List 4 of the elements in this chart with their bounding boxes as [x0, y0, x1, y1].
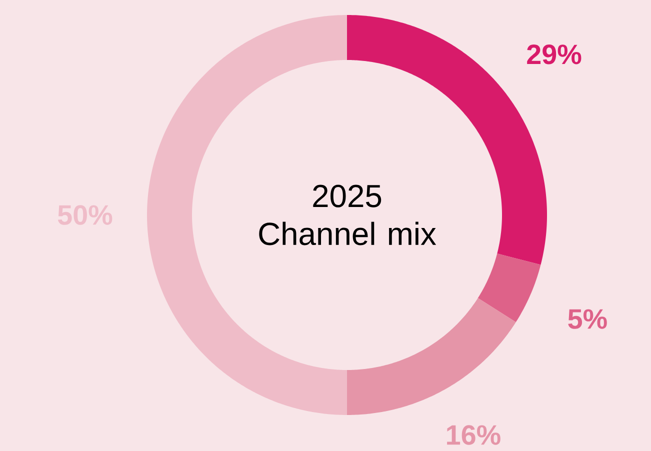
data-label: 5%: [568, 309, 607, 329]
data-label: 16%: [447, 425, 500, 445]
text: 2025 Channel mix: [259, 184, 436, 246]
data-label: 29%: [527, 44, 582, 64]
